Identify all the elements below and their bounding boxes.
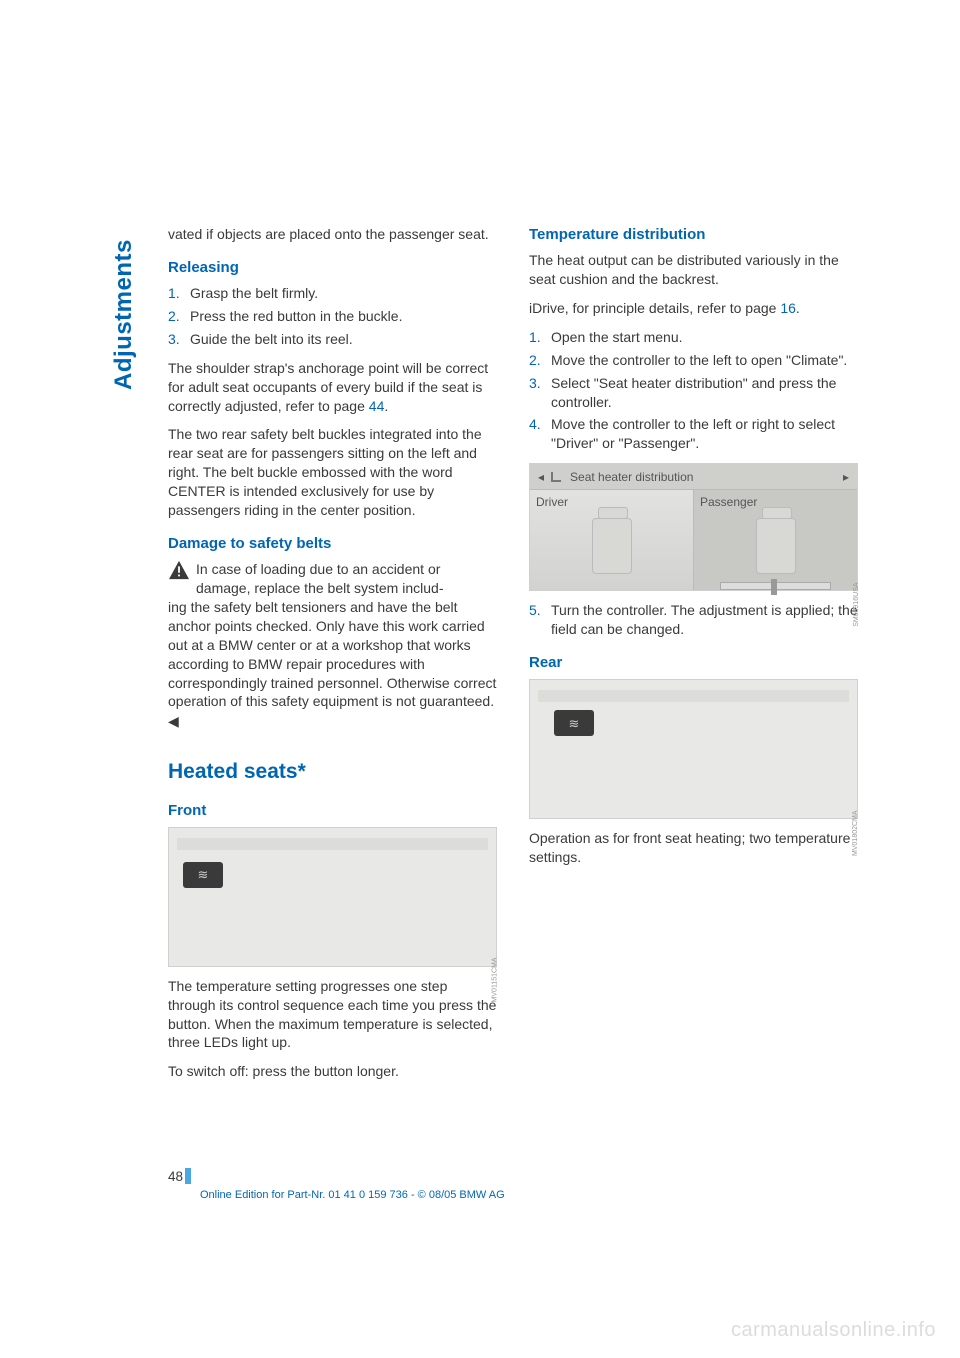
tempdist-list-cont: 5.Turn the controller. The adjustment is… (529, 601, 858, 639)
seat-icon (550, 470, 564, 484)
warning-lead-text: In case of loading due to an accident or… (196, 560, 497, 598)
list-text: Press the red button in the buckle. (190, 307, 402, 326)
list-text: Select "Seat heater distribution" and pr… (551, 374, 858, 412)
tempdist-para-2: iDrive, for principle details, refer to … (529, 299, 858, 318)
passenger-pane: Passenger (694, 490, 857, 590)
list-number: 2. (168, 307, 190, 326)
text: iDrive, for principle details, refer to … (529, 300, 780, 316)
list-number: 1. (529, 328, 551, 347)
watermark: carmanualsonline.info (731, 1317, 936, 1344)
list-text: Grasp the belt firmly. (190, 284, 318, 303)
screen-title: Seat heater distribution (570, 469, 693, 485)
list-item: 4.Move the controller to the left or rig… (529, 415, 858, 453)
page-columns: vated if objects are placed onto the pas… (168, 225, 858, 1091)
front-heater-figure: ≋ MV01151CMA (168, 827, 497, 967)
right-column: Temperature distribution The heat output… (529, 225, 858, 1091)
page-ref-16[interactable]: 16 (780, 300, 796, 316)
page-ref-44[interactable]: 44 (369, 398, 385, 414)
front-para-1: The temperature setting progresses one s… (168, 977, 497, 1053)
page-number: 48 (168, 1168, 191, 1186)
intro-continuation: vated if objects are placed onto the pas… (168, 225, 497, 244)
list-text: Turn the controller. The adjustment is a… (551, 601, 858, 639)
list-number: 5. (529, 601, 551, 639)
end-marker-icon: ◀ (168, 712, 179, 731)
list-text: Move the controller to the left to open … (551, 351, 847, 370)
warning-icon (168, 560, 190, 580)
list-item: 3.Guide the belt into its reel. (168, 330, 497, 349)
driver-pane: Driver (530, 490, 694, 590)
rear-heater-figure: ≋ MV01802CMA (529, 679, 858, 819)
list-item: 2.Move the controller to the left to ope… (529, 351, 858, 370)
list-number: 2. (529, 351, 551, 370)
heat-button-icon: ≋ (554, 710, 594, 736)
list-number: 1. (168, 284, 190, 303)
releasing-para-1: The shoulder strap's anchorage point wil… (168, 359, 497, 416)
tempdist-list: 1.Open the start menu. 2.Move the contro… (529, 328, 858, 453)
releasing-para-2: The two rear safety belt buckles integra… (168, 425, 497, 519)
list-number: 3. (529, 374, 551, 412)
screen-body: Driver Passenger (530, 490, 857, 590)
list-number: 3. (168, 330, 190, 349)
text: . (384, 398, 388, 414)
figure-code: MV01802CMA (852, 810, 861, 856)
text: The shoulder strap's anchorage point wil… (168, 360, 488, 414)
back-chevron-icon: ◂ (538, 469, 544, 485)
fwd-chevron-icon: ▸ (843, 469, 849, 485)
passenger-seat-icon (756, 518, 796, 574)
tempdist-heading: Temperature distribution (529, 225, 858, 245)
driver-label: Driver (536, 495, 568, 509)
front-para-2: To switch off: press the button longer. (168, 1062, 497, 1081)
distribution-slider-icon (720, 582, 831, 590)
left-column: vated if objects are placed onto the pas… (168, 225, 497, 1091)
list-text: Open the start menu. (551, 328, 683, 347)
tempdist-para-1: The heat output can be distributed vario… (529, 251, 858, 289)
driver-seat-icon (592, 518, 632, 574)
figure-code: SM03916USA (852, 582, 861, 626)
heat-button-icon: ≋ (183, 862, 223, 888)
list-number: 4. (529, 415, 551, 453)
warning-cont-text: ing the safety belt tensioners and have … (168, 599, 496, 709)
list-item: 3.Select "Seat heater distribution" and … (529, 374, 858, 412)
figure-code: MV01151CMA (491, 958, 500, 1003)
list-text: Guide the belt into its reel. (190, 330, 353, 349)
rear-para: Operation as for front seat heating; two… (529, 829, 858, 867)
rear-heading: Rear (529, 653, 858, 673)
list-item: 2.Press the red button in the buckle. (168, 307, 497, 326)
list-item: 1.Grasp the belt firmly. (168, 284, 497, 303)
passenger-label: Passenger (700, 495, 757, 509)
front-heading: Front (168, 801, 497, 821)
damage-warning-para: In case of loading due to an accident or… (168, 560, 497, 730)
page-number-bar-icon (185, 1168, 191, 1184)
idrive-screen-figure: ◂ Seat heater distribution ▸ Driver Pass… (529, 463, 858, 591)
list-text: Move the controller to the left or right… (551, 415, 858, 453)
releasing-heading: Releasing (168, 258, 497, 278)
footer-edition-line: Online Edition for Part-Nr. 01 41 0 159 … (200, 1188, 505, 1203)
section-side-label: Adjustments (108, 239, 140, 390)
releasing-list: 1.Grasp the belt firmly. 2.Press the red… (168, 284, 497, 349)
list-item: 1.Open the start menu. (529, 328, 858, 347)
damage-heading: Damage to safety belts (168, 534, 497, 554)
text: . (796, 300, 800, 316)
list-item: 5.Turn the controller. The adjustment is… (529, 601, 858, 639)
screen-header: ◂ Seat heater distribution ▸ (530, 464, 857, 490)
heated-seats-heading: Heated seats* (168, 758, 497, 786)
